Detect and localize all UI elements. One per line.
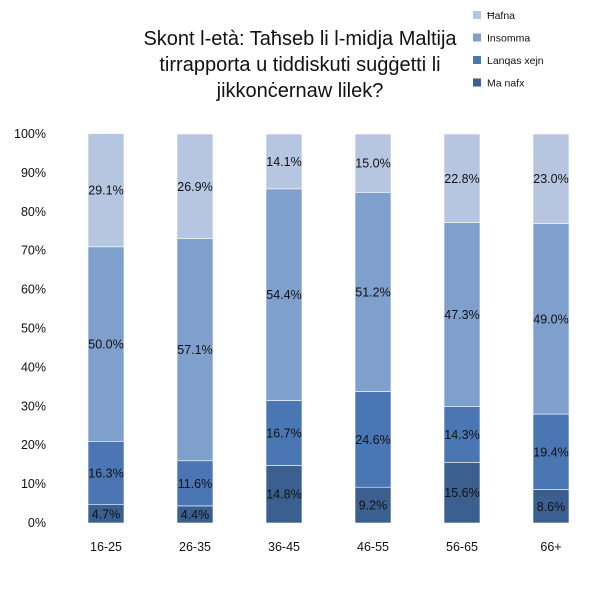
x-tick-label: 16-25 (90, 540, 122, 554)
bar-segment (354, 486, 392, 524)
bar-segment (176, 460, 214, 507)
data-label: 8.6% (537, 500, 566, 514)
bar-segment (87, 246, 125, 442)
data-label: 11.6% (178, 477, 213, 491)
data-label: 16.3% (88, 467, 123, 481)
legend-swatch (473, 56, 481, 64)
bar-segment (443, 462, 481, 524)
data-label: 57.1% (177, 343, 212, 357)
legend-label: Ħafna (487, 10, 515, 22)
bar-segment (265, 133, 303, 190)
legend-swatch (473, 78, 481, 87)
bar-segment (265, 400, 303, 466)
y-tick-label: 20% (21, 438, 46, 452)
data-label: 29.1% (88, 184, 123, 198)
y-tick-label: 30% (21, 399, 46, 413)
bar-segment (176, 238, 214, 462)
bar-segment (265, 188, 303, 401)
y-tick-label: 50% (21, 322, 46, 336)
bar-segment (87, 441, 125, 506)
bar-segment (443, 406, 481, 463)
data-label: 14.8% (266, 488, 301, 502)
data-label: 23.0% (533, 172, 568, 186)
legend-label: Insomma (487, 33, 530, 45)
bar-segment (532, 223, 570, 415)
y-tick-label: 80% (21, 205, 46, 219)
legend-label: Lanqas xejn (487, 55, 544, 67)
x-tick-label: 56-65 (446, 540, 478, 554)
bar-segment (443, 222, 481, 407)
bar-segment (354, 391, 392, 488)
y-tick-label: 100% (14, 127, 46, 141)
data-label: 50.0% (88, 338, 123, 352)
legend-swatch (473, 33, 481, 42)
data-label: 24.6% (355, 433, 390, 447)
data-label: 54.4% (266, 288, 301, 302)
data-label: 4.4% (181, 508, 210, 522)
data-label: 9.2% (359, 499, 388, 513)
data-label: 22.8% (444, 172, 479, 186)
data-label: 16.7% (266, 426, 301, 440)
y-tick-label: 0% (28, 516, 46, 530)
data-label: 26.9% (177, 180, 212, 194)
bar-segment (532, 489, 570, 524)
data-label: 49.0% (533, 312, 568, 326)
bar-segment (354, 192, 392, 392)
data-label: 14.3% (444, 428, 479, 442)
y-tick-label: 70% (21, 244, 46, 258)
y-tick-label: 40% (21, 360, 46, 374)
chart-title: Skont l-età: Taħseb li l-midja Maltija t… (143, 28, 457, 102)
data-label: 47.3% (444, 308, 479, 322)
bar-segment (354, 133, 392, 193)
x-tick-label: 46-55 (357, 540, 389, 554)
legend-label: Ma nafx (487, 78, 525, 90)
legend-swatch (473, 11, 481, 19)
data-label: 19.4% (533, 445, 568, 459)
bar-segment (176, 133, 214, 239)
data-label: 15.6% (444, 486, 479, 500)
y-tick-label: 90% (21, 166, 46, 180)
data-label: 14.1% (266, 155, 301, 169)
data-label: 15.0% (355, 157, 390, 171)
bar-segment (87, 133, 125, 248)
bar-segment (443, 133, 481, 223)
y-tick-label: 10% (21, 477, 46, 491)
data-label: 4.7% (92, 507, 121, 521)
data-label: 51.2% (355, 285, 390, 299)
bar-segment (532, 413, 570, 490)
y-tick-label: 60% (21, 283, 46, 297)
x-tick-label: 26-35 (179, 540, 211, 554)
x-tick-label: 36-45 (268, 540, 300, 554)
bar-segment (532, 133, 570, 224)
x-tick-label: 66+ (540, 540, 561, 554)
